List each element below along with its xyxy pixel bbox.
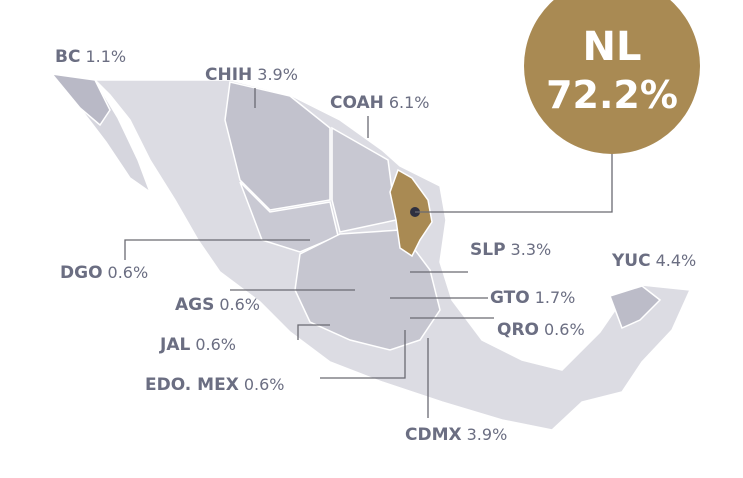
state-label: COAH 6.1% [330, 93, 430, 113]
state-share: 0.6% [108, 263, 149, 282]
state-share: 0.6% [195, 335, 236, 354]
state-label: DGO 0.6% [60, 263, 148, 283]
state-share: 4.4% [656, 251, 697, 270]
state-label: SLP 3.3% [470, 240, 551, 260]
state-label: GTO 1.7% [490, 288, 575, 308]
yuc-state [609, 285, 662, 330]
edomex-leader [320, 330, 406, 379]
leader-lines [124, 88, 613, 418]
state-share: 1.1% [85, 47, 126, 66]
state-code: CHIH [205, 65, 252, 85]
state-label: QRO 0.6% [497, 320, 585, 340]
state-label: EDO. MEX 0.6% [145, 375, 284, 395]
state-code: GTO [490, 288, 530, 308]
state-code: EDO. MEX [145, 375, 239, 395]
state-code: CDMX [405, 425, 462, 445]
highlight-share: 72.2% [546, 73, 678, 117]
state-labels: BC 1.1% CHIH 3.9% COAH 6.1% DGO 0.6% AGS 0.6% JAL 0… [55, 47, 696, 445]
nl-leader [415, 152, 613, 213]
dgo-leader [124, 239, 310, 260]
state-label: CDMX 3.9% [405, 425, 507, 445]
chih-state [224, 81, 331, 211]
state-share: 6.1% [389, 93, 430, 112]
state-code: AGS [175, 295, 214, 315]
state-label: AGS 0.6% [175, 295, 260, 315]
state-share: 3.9% [467, 425, 508, 444]
state-code: BC [55, 47, 80, 67]
state-label: CHIH 3.9% [205, 65, 298, 85]
state-share: 0.6% [219, 295, 260, 314]
state-code: COAH [330, 93, 384, 113]
coah-state [331, 126, 397, 233]
state-label: BC 1.1% [55, 47, 126, 67]
state-share: 0.6% [544, 320, 585, 339]
highlight-name: NL [583, 24, 642, 70]
central-states [294, 229, 441, 351]
state-share: 1.7% [535, 288, 576, 307]
state-code: QRO [497, 320, 539, 340]
state-share: 0.6% [244, 375, 285, 394]
state-share: 3.3% [511, 240, 552, 259]
bc-state [50, 72, 111, 127]
state-label: YUC 4.4% [611, 251, 696, 271]
state-code: SLP [470, 240, 506, 260]
state-share: 3.9% [257, 65, 298, 84]
highlight-badge [524, 0, 700, 154]
state-code: DGO [60, 263, 103, 283]
mexico-map [50, 72, 692, 431]
jal-leader [297, 324, 330, 340]
state-code: JAL [159, 335, 190, 355]
state-code: YUC [611, 251, 651, 271]
state-label: JAL 0.6% [159, 335, 236, 355]
